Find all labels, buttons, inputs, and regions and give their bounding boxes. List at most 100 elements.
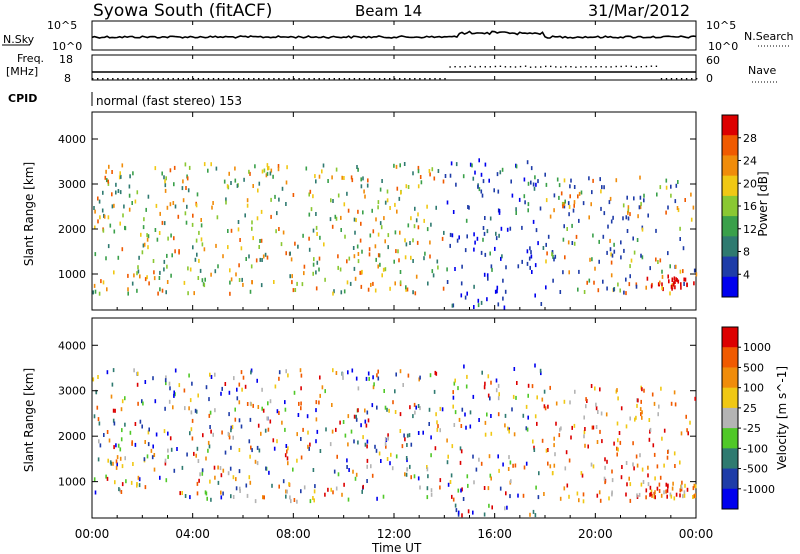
scatter-point — [551, 252, 553, 257]
scatter-point — [606, 286, 608, 291]
nave-dot — [358, 78, 361, 80]
scatter-point — [97, 417, 100, 422]
scatter-point — [201, 471, 204, 476]
cpid-text: normal (fast stereo) 153 — [96, 94, 242, 108]
scatter-point — [220, 495, 223, 500]
scatter-point — [563, 204, 566, 209]
scatter-point — [634, 417, 636, 422]
scatter-point — [680, 487, 683, 492]
scatter-point — [412, 238, 414, 243]
scatter-point — [209, 425, 211, 429]
scatter-point — [659, 475, 662, 480]
nave-dot — [650, 65, 653, 67]
scatter-point — [499, 170, 502, 175]
scatter-point — [232, 435, 234, 440]
scatter-point — [410, 255, 412, 260]
scatter-point — [472, 510, 474, 515]
scatter-point — [227, 471, 230, 476]
scatter-point — [308, 236, 310, 241]
scatter-point — [399, 429, 402, 433]
scatter-point — [323, 242, 325, 247]
colorbar-swatch — [722, 115, 738, 136]
scatter-point — [682, 269, 684, 274]
scatter-point — [116, 455, 119, 460]
nave-dot — [217, 78, 220, 80]
scatter-point — [250, 370, 252, 375]
scatter-point — [337, 193, 340, 198]
scatter-point — [236, 387, 238, 392]
colorbar-swatch — [722, 195, 738, 217]
scatter-point — [249, 454, 251, 459]
scatter-point — [600, 189, 602, 194]
scatter-point — [419, 406, 421, 411]
scatter-point — [502, 278, 504, 283]
scatter-point — [490, 431, 493, 436]
scatter-point — [113, 203, 115, 208]
scatter-point — [184, 162, 187, 167]
scatter-point — [495, 231, 497, 236]
scatter-point — [504, 423, 506, 428]
scatter-point — [412, 259, 414, 263]
scatter-point — [534, 513, 537, 518]
scatter-point — [439, 478, 442, 483]
scatter-point — [362, 484, 364, 489]
scatter-point — [475, 467, 478, 472]
scatter-point — [469, 410, 472, 415]
scatter-point — [353, 439, 355, 444]
scatter-point — [342, 420, 345, 424]
scatter-point — [442, 179, 445, 184]
scatter-point — [312, 262, 315, 267]
scatter-point — [285, 489, 287, 494]
nave-dot — [479, 65, 481, 68]
scatter-point — [620, 406, 623, 411]
scatter-point — [120, 490, 123, 494]
scatter-point — [525, 426, 528, 431]
y-tick-label: 3000 — [58, 178, 86, 191]
scatter-point — [473, 305, 475, 309]
scatter-point — [589, 257, 591, 262]
scatter-point — [525, 461, 528, 466]
scatter-point — [387, 233, 390, 238]
scatter-point — [409, 405, 411, 410]
scatter-point — [646, 276, 649, 281]
nave-dot — [182, 78, 184, 80]
scatter-point — [663, 490, 665, 495]
scatter-point — [115, 443, 117, 448]
scatter-point — [469, 162, 472, 167]
scatter-point — [157, 291, 159, 296]
scatter-point — [483, 512, 486, 517]
scatter-point — [106, 287, 108, 292]
scatter-point — [439, 428, 441, 433]
scatter-point — [611, 492, 613, 497]
scatter-point — [313, 489, 316, 494]
scatter-point — [230, 228, 233, 233]
scatter-point — [115, 190, 117, 195]
scatter-point — [650, 491, 652, 496]
scatter-point — [288, 482, 290, 487]
scatter-point — [230, 181, 232, 185]
scatter-point — [222, 254, 224, 259]
scatter-point — [242, 282, 244, 287]
scatter-point — [543, 389, 546, 394]
scatter-point — [406, 433, 409, 438]
scatter-point — [567, 201, 570, 206]
colorbar-swatch — [722, 407, 738, 429]
scatter-point — [357, 440, 359, 445]
scatter-point — [639, 195, 642, 200]
scatter-point — [188, 406, 190, 411]
nave-dot — [283, 78, 285, 80]
scatter-point — [480, 461, 483, 466]
scatter-point — [547, 234, 550, 239]
scatter-point — [473, 480, 475, 485]
scatter-point — [122, 213, 124, 218]
scatter-point — [93, 414, 96, 419]
scatter-point — [294, 288, 297, 292]
scatter-point — [652, 443, 655, 448]
scatter-point — [430, 492, 433, 497]
scatter-point — [98, 421, 101, 426]
scatter-point — [587, 444, 589, 449]
scatter-point — [150, 448, 153, 453]
nave-dot — [157, 78, 159, 80]
nave-dot — [333, 78, 335, 80]
scatter-point — [530, 254, 533, 259]
